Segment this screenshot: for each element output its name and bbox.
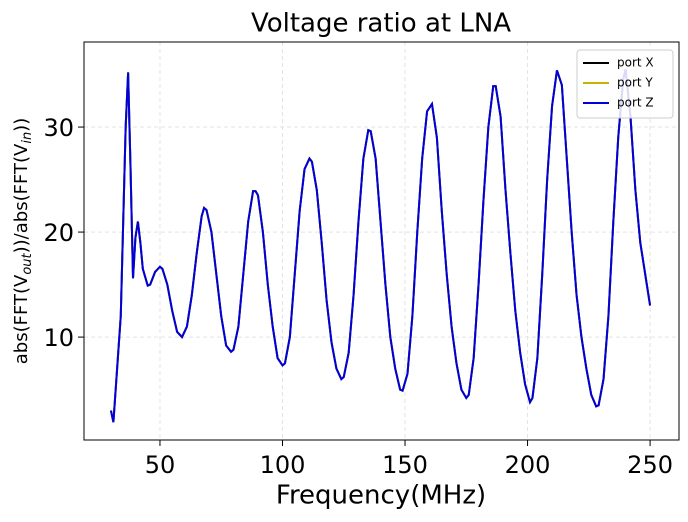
plot-frame	[83, 41, 680, 441]
x-tick-label: 50	[145, 451, 176, 479]
y-tick-label: 20	[43, 219, 74, 247]
series-line	[109, 69, 652, 423]
y-tick-label: 10	[43, 324, 74, 352]
legend-label: port X	[617, 56, 654, 70]
x-tick-label: 200	[505, 451, 551, 479]
x-tick-label: 250	[627, 451, 673, 479]
x-tick-label: 150	[382, 451, 428, 479]
legend-box	[576, 49, 674, 119]
y-axis-label: abs(FFT(Vout))/abs(FFT(Vin))	[11, 118, 35, 364]
y-label-sub: in	[20, 132, 35, 144]
y-label-part: ))/abs(FFT(V	[11, 143, 32, 253]
legend-label: port Z	[617, 96, 654, 110]
y-label-part: abs(FFT(V	[11, 274, 32, 364]
x-axis-label: Frequency(MHz)	[276, 481, 486, 511]
x-tick-label: 100	[260, 451, 306, 479]
y-label-sub: out	[20, 252, 35, 274]
legend-label: port Y	[617, 76, 653, 90]
y-tick-label: 30	[43, 114, 74, 142]
series-line	[109, 69, 652, 423]
chart-title: Voltage ratio at LNA	[251, 9, 511, 39]
series-line	[109, 69, 652, 423]
y-label-part: ))	[11, 118, 32, 132]
